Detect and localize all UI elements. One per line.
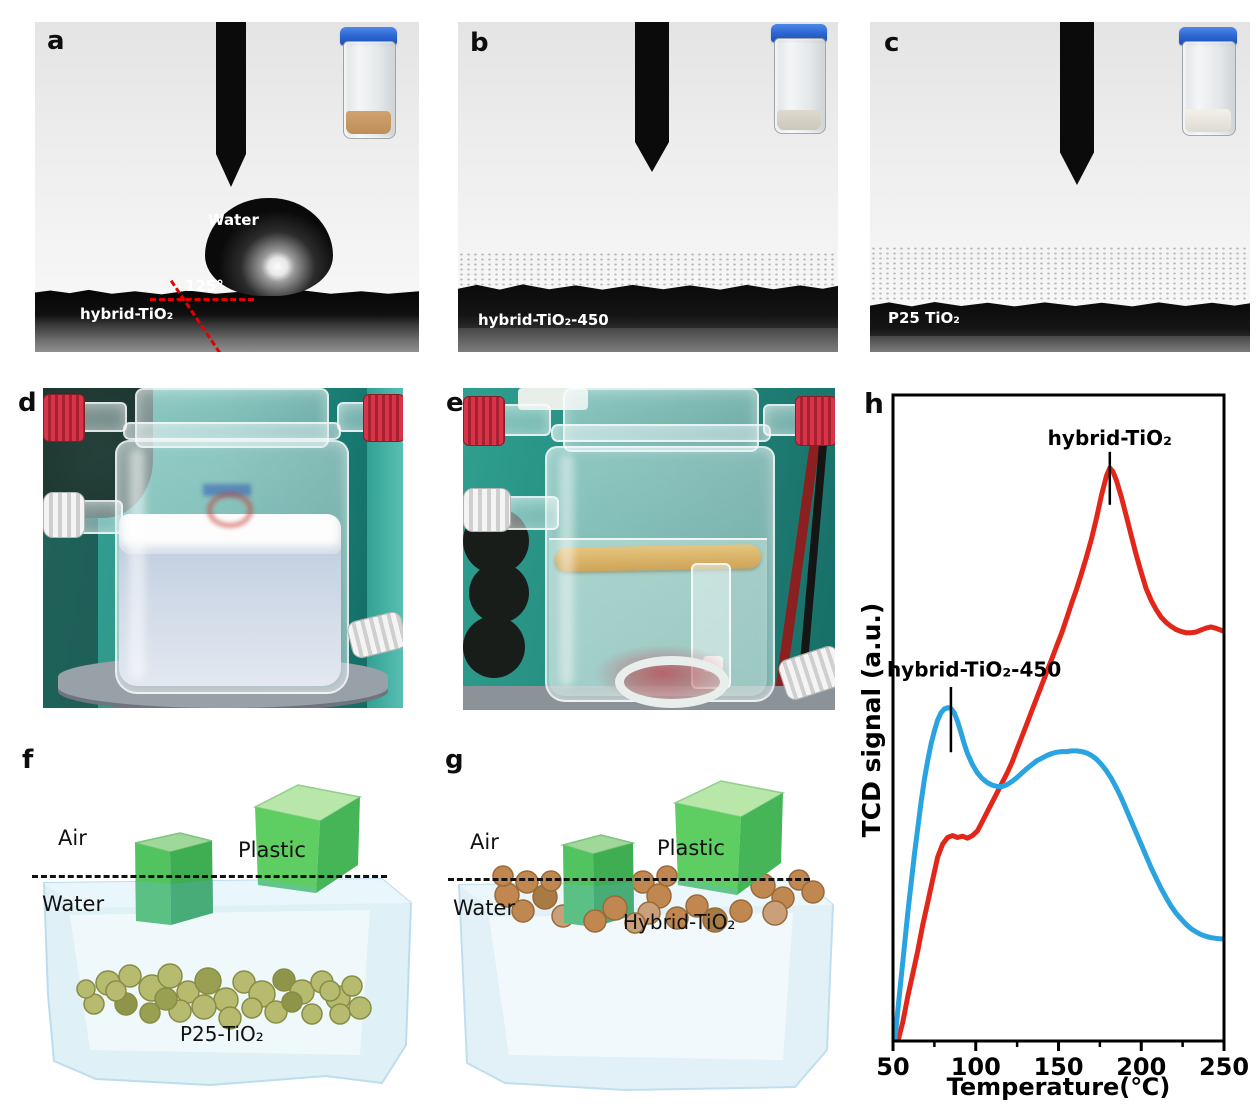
wetted-powder-fuzz: [870, 246, 1250, 302]
schematic-p25: Air Water Plastic P25-TiO₂: [30, 745, 420, 1105]
air-label: Air: [58, 826, 87, 850]
vial-powder: [1185, 109, 1231, 132]
vial-cap: [1179, 27, 1237, 45]
foam-insulation: [463, 616, 525, 678]
contact-angle-photo-hybrid-tio2-450: hybrid-TiO₂-450: [458, 22, 838, 352]
surface-label-c: P25 TiO₂: [888, 309, 960, 327]
curve-hybrid-TiO₂: [895, 465, 1224, 1041]
contact-angle-value: 125°: [185, 277, 224, 295]
wetted-powder-fuzz: [458, 252, 838, 286]
vial-powder: [777, 110, 821, 130]
water-block-highlight: [489, 913, 793, 1060]
dosing-needle-icon: [1060, 22, 1094, 185]
chart-x-axis-label: Temperature(℃): [947, 1073, 1171, 1101]
curve-hybrid-TiO₂-450: [893, 705, 1224, 1041]
dosing-needle-icon: [635, 22, 669, 172]
corrugated-tube-left: [463, 488, 511, 532]
sample-vial-offwhite-powder-icon: [768, 24, 830, 134]
schematic-hybrid: Air Water Plastic Hybrid-TiO₂: [445, 745, 845, 1105]
milky-suspension: [119, 538, 341, 686]
plastic-label: Plastic: [238, 838, 306, 862]
tpd-chart: 50 100 150 200 250 hybrid-TiO₂ hybrid-TiO₂-450…: [876, 393, 1249, 1101]
foam-insulation: [469, 563, 529, 623]
plot-frame: [891, 393, 1226, 1043]
particles-label: Hybrid-TiO₂: [623, 910, 736, 934]
water-droplet: [205, 198, 333, 296]
contact-angle-photo-hybrid-tio2: Water 125° hybrid-TiO₂: [35, 22, 419, 352]
screw-cap-left: [43, 394, 85, 442]
reactor-flange: [123, 422, 341, 440]
screw-cap-right: [795, 396, 835, 446]
sample-vial-white-powder-icon: [1176, 27, 1240, 136]
glass-highlight: [559, 454, 574, 686]
reactor-flange: [551, 424, 771, 442]
plastic-cube-small: [134, 832, 213, 925]
water-label: Water: [42, 892, 105, 916]
dosing-needle-icon: [216, 22, 246, 187]
corrugated-tube-left: [43, 492, 85, 538]
reactor-photo-p25-suspension: [43, 388, 403, 708]
contact-angle-photo-p25: P25 TiO₂: [870, 22, 1250, 352]
reactor-photo-floating-hybrid: [463, 388, 835, 710]
x-axis-tick-label: 200: [1116, 1053, 1166, 1081]
x-axis-tick-label: 100: [951, 1053, 1001, 1081]
label-through-glass: [207, 492, 253, 528]
glass-highlight: [129, 448, 145, 680]
water-label: Water: [453, 896, 516, 920]
reactor-neck: [563, 388, 759, 452]
vial-cap: [771, 24, 827, 42]
panel-letter-h: h: [864, 387, 884, 420]
panel-letter-d: d: [18, 388, 37, 418]
vial-powder: [346, 111, 391, 134]
schematic-hybrid-drawing: [457, 780, 835, 1092]
droplet-label: Water: [208, 211, 259, 229]
x-axis-tick-label: 50: [876, 1053, 909, 1081]
sample-vial-tan-powder-icon: [337, 27, 400, 139]
schematic-p25-drawing: [42, 784, 413, 1087]
air-label: Air: [470, 830, 499, 854]
waterline-dashed: [32, 875, 387, 878]
stir-bar-ring: [615, 656, 729, 708]
plastic-cube-large: [252, 784, 363, 893]
panel-letter-g: g: [445, 745, 464, 775]
substrate-reflection: [870, 336, 1250, 352]
waterline-dashed: [448, 878, 810, 881]
x-axis-tick-label: 150: [1033, 1053, 1083, 1081]
particles-label: P25-TiO₂: [180, 1022, 264, 1046]
curve-annotation: hybrid-TiO₂-450: [887, 657, 1061, 681]
powder-surface: [458, 284, 838, 330]
screw-cap-left: [463, 396, 505, 446]
powder-surface: [870, 302, 1250, 340]
panel-letter-f: f: [22, 745, 34, 775]
panel-letter-c: c: [884, 28, 900, 58]
p25-particles: [76, 963, 372, 1030]
vial-cap: [340, 27, 397, 45]
plastic-label: Plastic: [657, 836, 725, 860]
curve-annotation: hybrid-TiO₂: [1048, 426, 1172, 450]
panel-letter-b: b: [470, 28, 489, 58]
substrate-reflection: [458, 328, 838, 352]
chart-y-axis-label: TCD signal (a.u.): [857, 602, 886, 838]
x-axis-tick-label: 250: [1199, 1053, 1249, 1081]
hybrid-particles-front: [583, 894, 753, 934]
surface-label-a: hybrid-TiO₂: [80, 305, 174, 323]
panel-letter-a: a: [47, 26, 65, 56]
screw-cap-right: [363, 394, 403, 442]
panel-letter-e: e: [446, 388, 464, 418]
hybrid-particles: [492, 865, 825, 928]
side-port: [503, 496, 559, 530]
surface-label-b: hybrid-TiO₂-450: [478, 311, 609, 329]
baseline-guide-line: [150, 298, 254, 301]
plastic-cube-large: [672, 780, 786, 895]
